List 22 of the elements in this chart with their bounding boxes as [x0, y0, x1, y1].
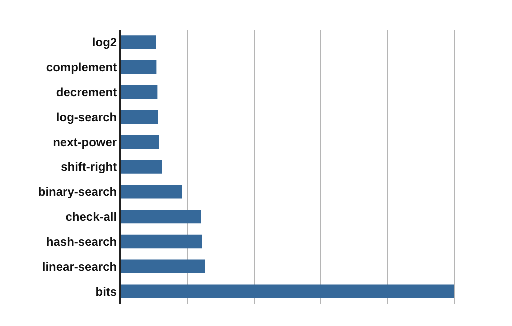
bar — [121, 160, 162, 174]
bar — [121, 135, 160, 149]
bar — [121, 60, 157, 74]
y-tick-label: log2 — [92, 36, 118, 50]
y-tick-label: bits — [96, 284, 118, 299]
y-tick-label: check-all — [66, 210, 118, 224]
y-tick-label: hash-search — [46, 234, 118, 249]
bar — [121, 185, 182, 199]
y-tick-label: shift-right — [61, 160, 118, 174]
y-tick-label: complement — [46, 60, 118, 75]
y-tick-label: log-search — [56, 110, 118, 124]
y-tick-label: next-power — [53, 135, 118, 150]
y-tick-label: decrement — [56, 85, 118, 100]
bar — [121, 85, 158, 100]
y-tick-label: binary-search — [38, 185, 118, 200]
bar — [121, 284, 454, 298]
bar — [121, 210, 202, 224]
y-tick-label: linear-search — [42, 260, 118, 274]
bar — [121, 234, 202, 249]
bar — [121, 260, 206, 274]
bar — [121, 110, 158, 124]
bar — [121, 36, 156, 50]
